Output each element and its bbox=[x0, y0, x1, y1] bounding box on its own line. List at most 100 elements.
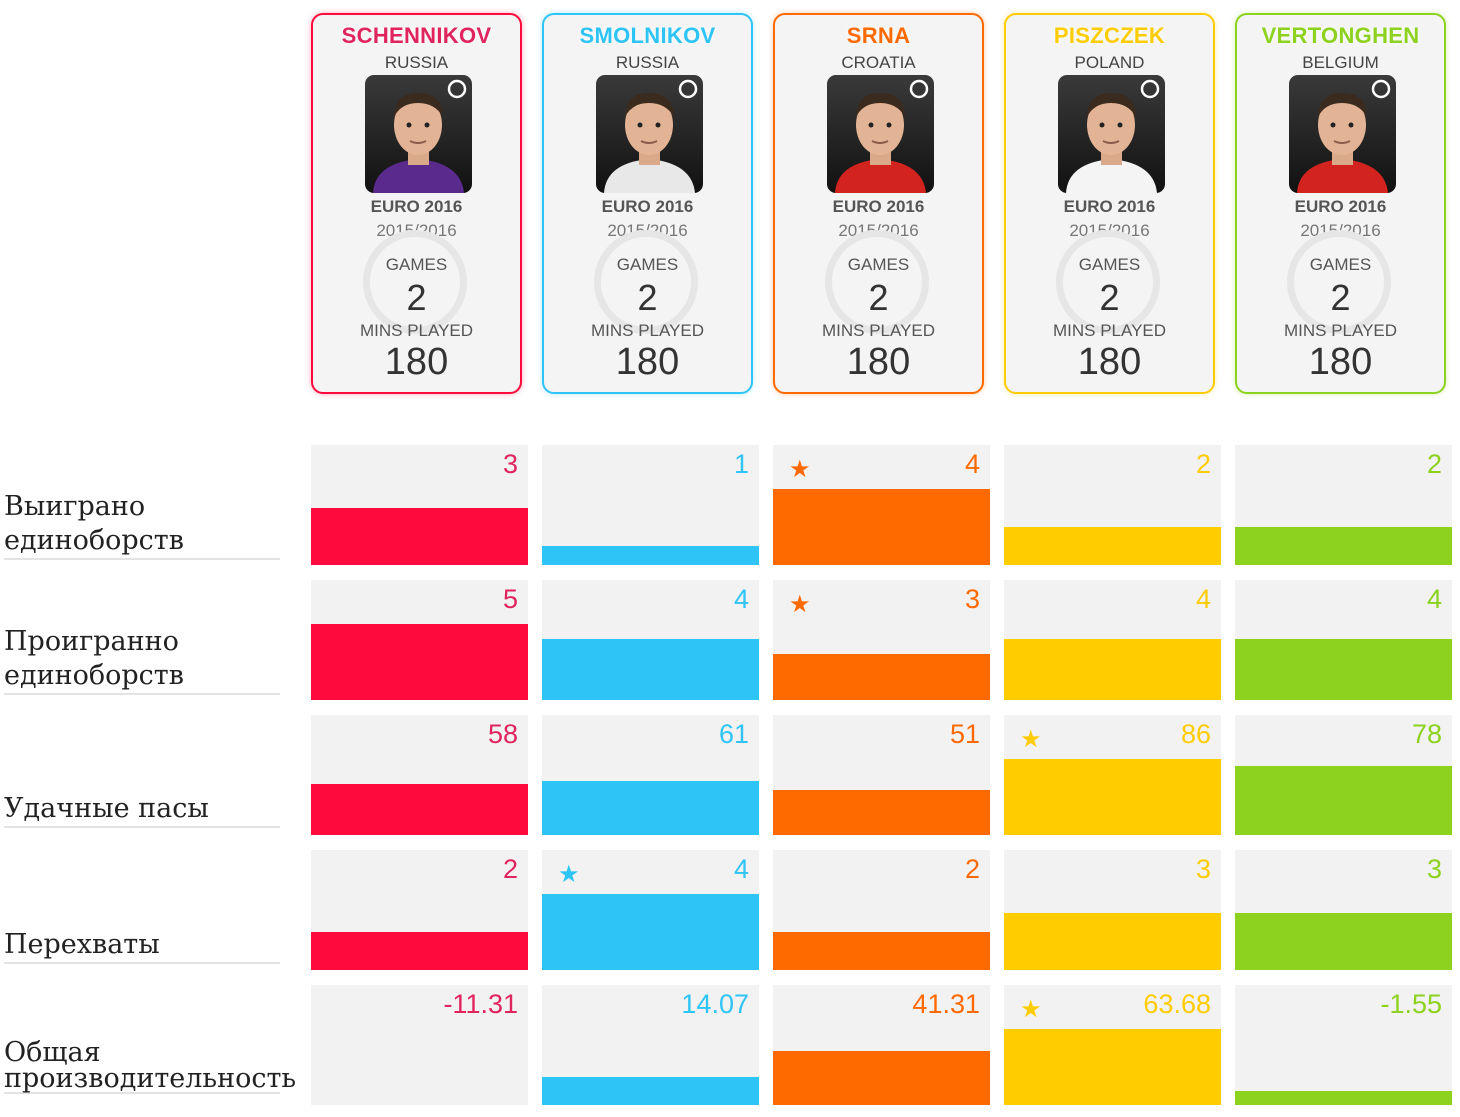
stat-cell: 2 bbox=[1235, 445, 1452, 565]
games-label: GAMES bbox=[847, 255, 910, 274]
games-value: 2 bbox=[1099, 277, 1120, 318]
games-ring bbox=[1056, 230, 1160, 334]
stat-bar bbox=[1235, 1091, 1452, 1105]
tournament: EURO 2016 bbox=[832, 197, 925, 216]
stat-value: -1.55 bbox=[1380, 989, 1442, 1019]
best-star-icon: ★ bbox=[558, 861, 580, 888]
stat-cell: 4 bbox=[542, 580, 759, 700]
stat-value: 3 bbox=[1426, 854, 1442, 884]
stat-value: 14.07 bbox=[681, 989, 749, 1019]
player-name: SCHENNIKOV bbox=[341, 23, 492, 48]
tournament: EURO 2016 bbox=[1063, 197, 1156, 216]
mins-value: 180 bbox=[846, 341, 911, 383]
mins-label: MINS PLAYED bbox=[1283, 321, 1398, 340]
stat-value: 2 bbox=[964, 854, 980, 884]
stat-cell: 1 bbox=[542, 445, 759, 565]
player-country: BELGIUM bbox=[1302, 53, 1379, 72]
stat-value: 4 bbox=[964, 449, 980, 479]
metric-label-line: единоборств bbox=[4, 525, 184, 556]
stat-cell: 86 ★ bbox=[1004, 715, 1221, 835]
tournament: EURO 2016 bbox=[1294, 197, 1387, 216]
games-ring bbox=[363, 230, 467, 334]
stat-cell: 3 bbox=[311, 445, 528, 565]
stat-value: 63.68 bbox=[1143, 989, 1211, 1019]
stat-cell: -1.55 bbox=[1235, 985, 1452, 1105]
stat-value: 61 bbox=[718, 719, 749, 749]
stat-cell: 41.31 bbox=[773, 985, 990, 1105]
stat-value: 3 bbox=[502, 449, 518, 479]
stat-cell: 4 ★ bbox=[773, 445, 990, 565]
mins-label: MINS PLAYED bbox=[359, 321, 474, 340]
player-photo bbox=[827, 75, 934, 193]
stat-cell: 58 bbox=[311, 715, 528, 835]
stat-value: 86 bbox=[1180, 719, 1211, 749]
player-card[interactable]: SCHENNIKOV RUSSIA EURO 2016 2015/2016 GAMES 2… bbox=[311, 13, 522, 394]
metric-label-line: Проигранно bbox=[4, 626, 179, 657]
stat-value: 41.31 bbox=[912, 989, 980, 1019]
stat-cell: 4 ★ bbox=[542, 850, 759, 970]
games-value: 2 bbox=[637, 277, 658, 318]
stat-bar bbox=[542, 781, 759, 835]
player-card[interactable]: PISZCZEK POLAND EURO 2016 2015/2016 GAMES 2 MI… bbox=[1004, 13, 1215, 394]
stat-bar bbox=[1235, 639, 1452, 700]
metric-label-line: Перехваты bbox=[4, 929, 160, 960]
stat-bar bbox=[773, 489, 990, 565]
mins-value: 180 bbox=[615, 341, 680, 383]
stat-bar bbox=[311, 932, 528, 970]
metric-label: Удачные пасы bbox=[4, 792, 280, 828]
player-photo bbox=[596, 75, 703, 193]
mins-label: MINS PLAYED bbox=[1052, 321, 1167, 340]
player-country: CROATIA bbox=[841, 53, 916, 72]
stat-bar bbox=[1004, 1029, 1221, 1105]
stat-bar bbox=[1004, 527, 1221, 565]
stat-cell: 2 bbox=[773, 850, 990, 970]
player-country: POLAND bbox=[1074, 53, 1145, 72]
best-star-icon: ★ bbox=[789, 591, 811, 618]
stat-value: 78 bbox=[1411, 719, 1442, 749]
games-label: GAMES bbox=[385, 255, 448, 274]
stat-cell: 3 ★ bbox=[773, 580, 990, 700]
player-photo bbox=[365, 75, 472, 193]
mins-label: MINS PLAYED bbox=[590, 321, 705, 340]
player-card[interactable]: SMOLNIKOV RUSSIA EURO 2016 2015/2016 GAMES 2 M… bbox=[542, 13, 753, 394]
player-name: VERTONGHEN bbox=[1261, 23, 1420, 48]
stat-bar bbox=[542, 894, 759, 970]
stat-bar bbox=[311, 624, 528, 700]
metric-label-line: Выиграно bbox=[4, 491, 146, 522]
stat-bar bbox=[1235, 913, 1452, 970]
stat-value: 4 bbox=[733, 584, 749, 614]
mins-label: MINS PLAYED bbox=[821, 321, 936, 340]
metric-label-line: Удачные пасы bbox=[4, 793, 209, 824]
player-name: PISZCZEK bbox=[1053, 23, 1166, 48]
games-ring bbox=[1287, 230, 1391, 334]
metric-label: Перехваты bbox=[4, 928, 280, 964]
games-value: 2 bbox=[1330, 277, 1351, 318]
stat-cell: 2 bbox=[1004, 445, 1221, 565]
stat-value: 2 bbox=[1195, 449, 1211, 479]
metric-label-line: Общая bbox=[4, 1037, 101, 1068]
stat-cell: 5 bbox=[311, 580, 528, 700]
stat-value: 4 bbox=[733, 854, 749, 884]
stat-bar bbox=[311, 508, 528, 565]
metric-label-line: производительность bbox=[4, 1063, 297, 1094]
stat-cell: 4 bbox=[1004, 580, 1221, 700]
best-star-icon: ★ bbox=[789, 456, 811, 483]
stat-bar bbox=[773, 790, 990, 835]
player-country: RUSSIA bbox=[384, 53, 449, 72]
player-card[interactable]: VERTONGHEN BELGIUM EURO 2016 2015/2016 GAMES… bbox=[1235, 13, 1446, 394]
stat-cell: 63.68 ★ bbox=[1004, 985, 1221, 1105]
stat-bar bbox=[1235, 766, 1452, 835]
player-name: SMOLNIKOV bbox=[579, 23, 716, 48]
tournament: EURO 2016 bbox=[370, 197, 463, 216]
player-card[interactable]: SRNA CROATIA EURO 2016 2015/2016 GAMES 2 MINS … bbox=[773, 13, 984, 394]
games-label: GAMES bbox=[1309, 255, 1372, 274]
stat-bar bbox=[311, 784, 528, 835]
stat-value: 5 bbox=[502, 584, 518, 614]
mins-value: 180 bbox=[1077, 341, 1142, 383]
stat-value: 3 bbox=[964, 584, 980, 614]
stat-value: 58 bbox=[487, 719, 518, 749]
stat-bar bbox=[773, 654, 990, 700]
player-photo bbox=[1058, 75, 1165, 193]
stat-bar bbox=[1004, 759, 1221, 835]
